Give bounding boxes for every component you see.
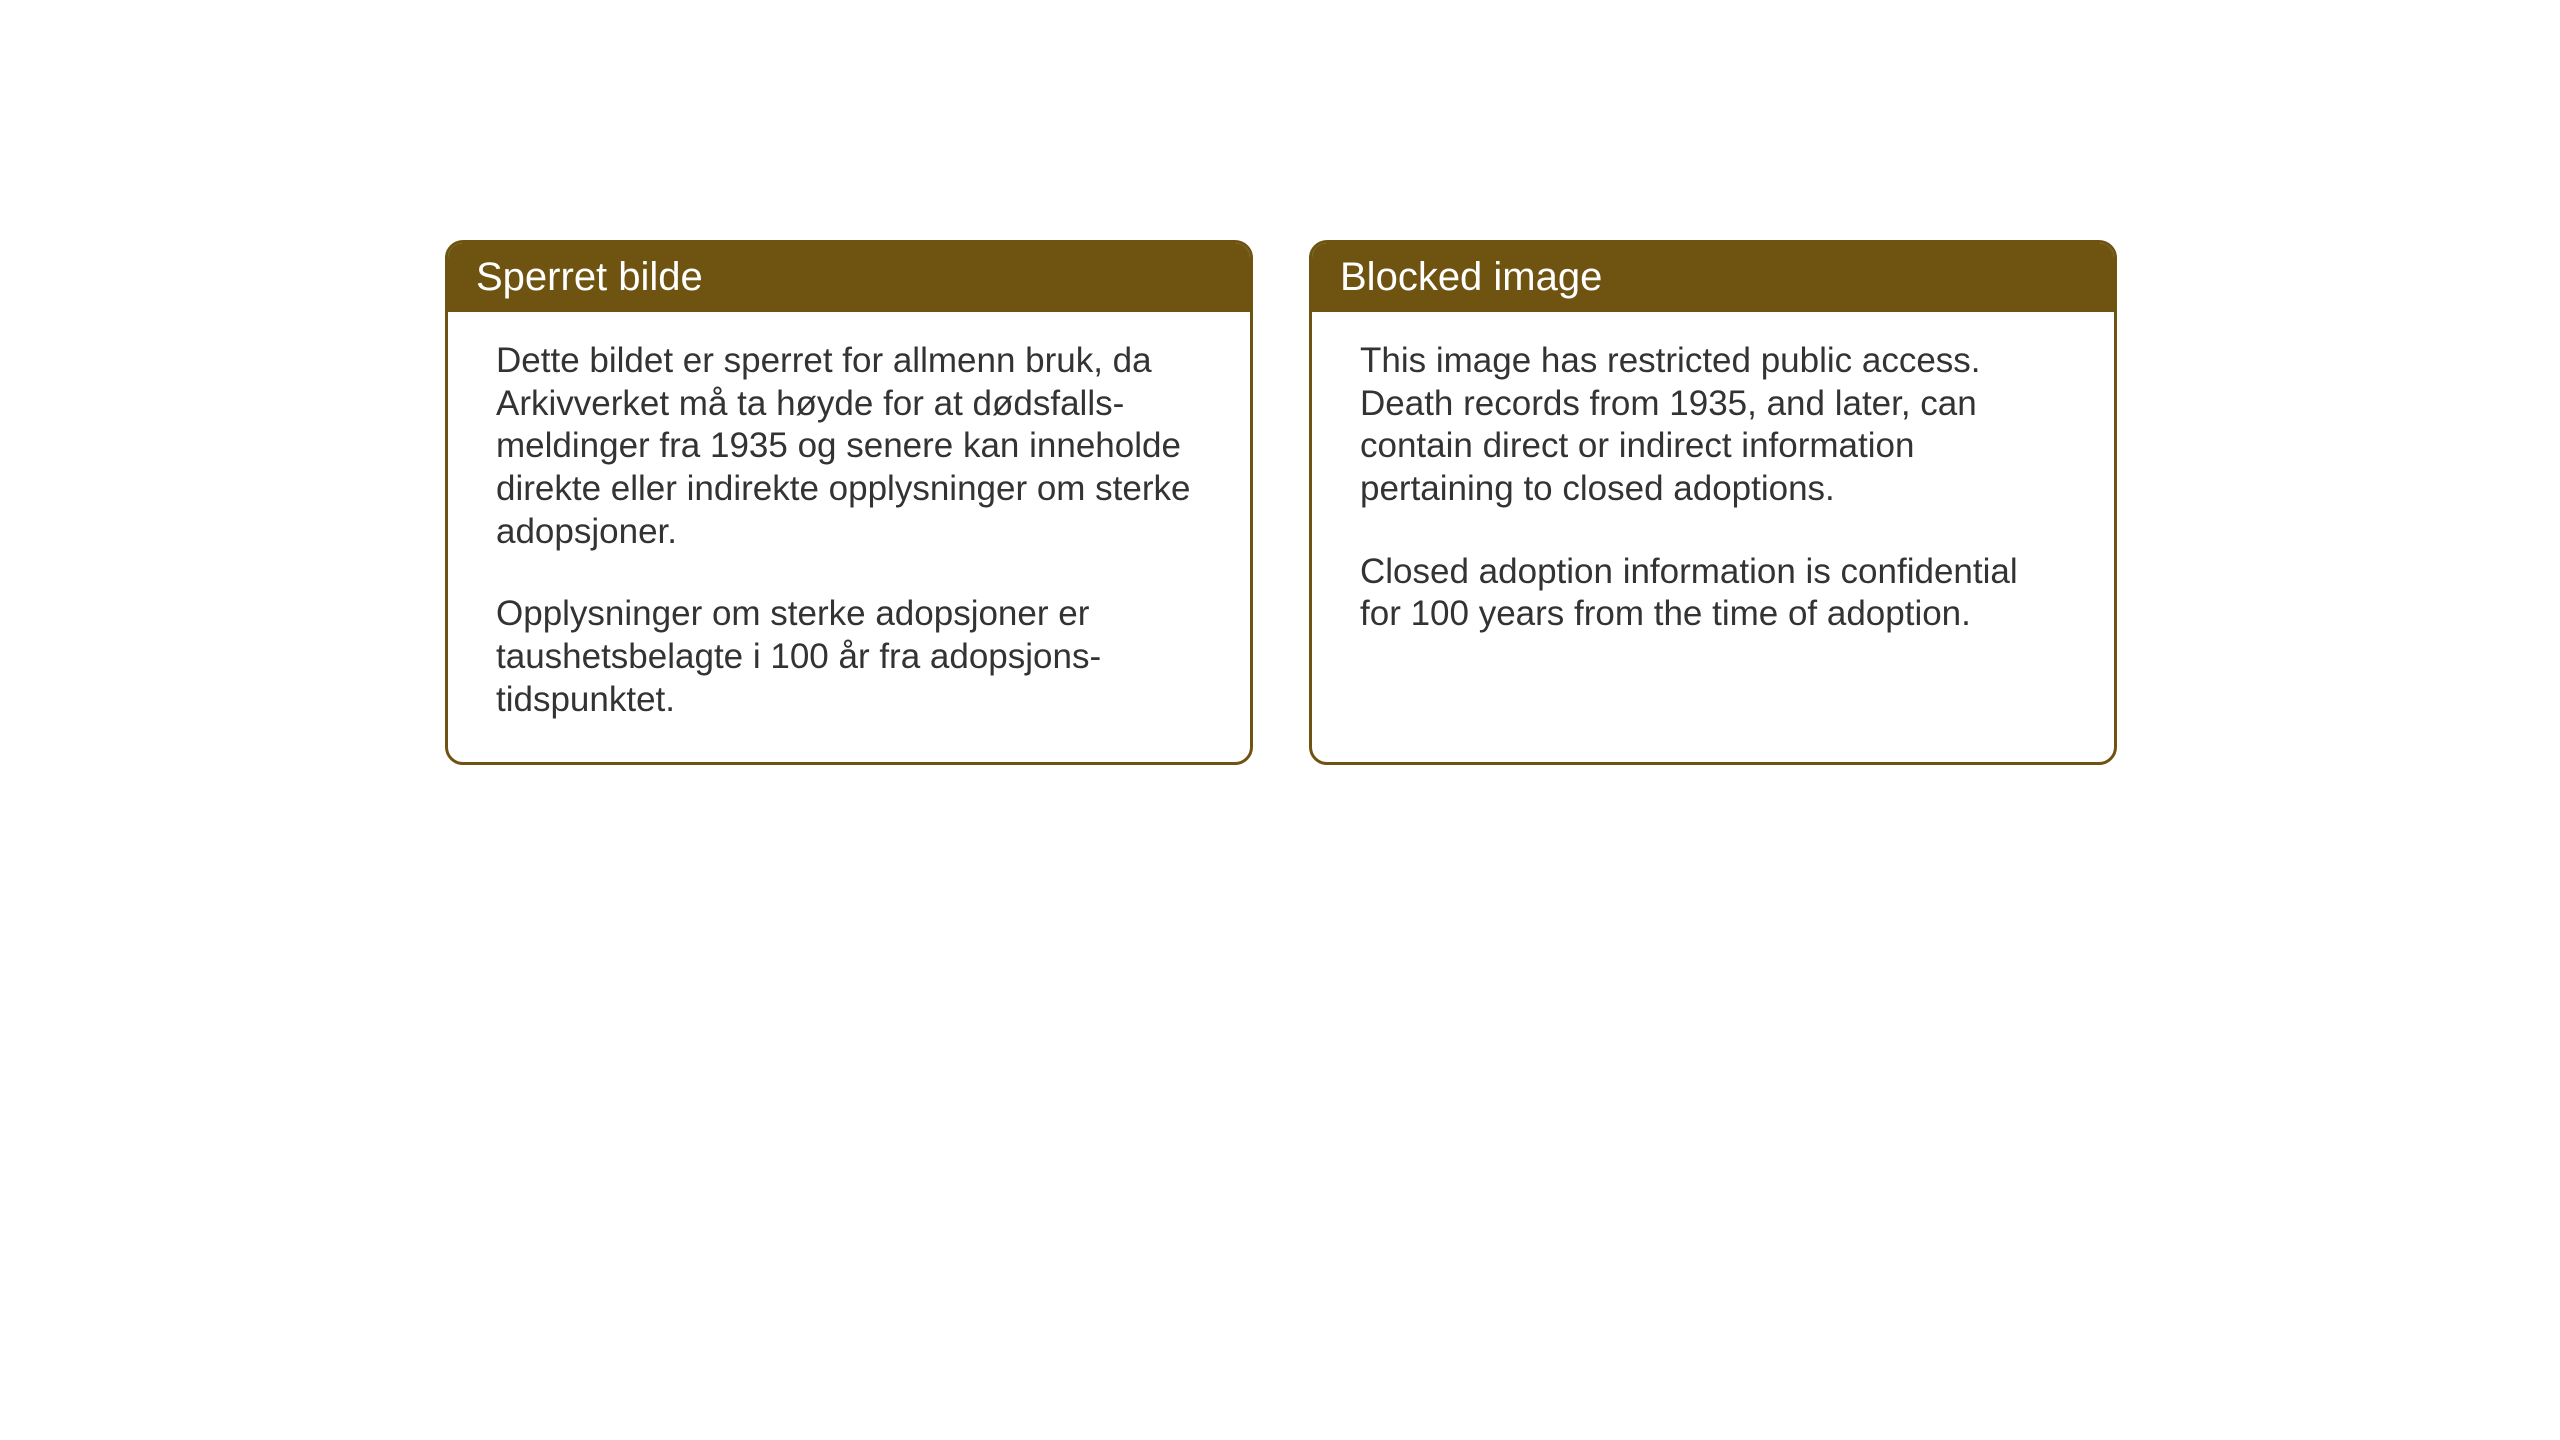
notice-box-norwegian: Sperret bilde Dette bildet er sperret fo… (445, 240, 1253, 765)
notice-paragraph-1-norwegian: Dette bildet er sperret for allmenn bruk… (496, 340, 1202, 553)
notice-header-norwegian: Sperret bilde (448, 243, 1250, 312)
notice-paragraph-1-english: This image has restricted public access.… (1360, 340, 2066, 511)
notice-body-english: This image has restricted public access.… (1312, 312, 2114, 676)
notice-title-norwegian: Sperret bilde (476, 255, 703, 299)
notice-box-english: Blocked image This image has restricted … (1309, 240, 2117, 765)
notice-paragraph-2-english: Closed adoption information is confident… (1360, 551, 2066, 636)
notice-body-norwegian: Dette bildet er sperret for allmenn bruk… (448, 312, 1250, 762)
notice-header-english: Blocked image (1312, 243, 2114, 312)
notice-container: Sperret bilde Dette bildet er sperret fo… (445, 240, 2117, 765)
notice-title-english: Blocked image (1340, 255, 1602, 299)
notice-paragraph-2-norwegian: Opplysninger om sterke adopsjoner er tau… (496, 593, 1202, 721)
